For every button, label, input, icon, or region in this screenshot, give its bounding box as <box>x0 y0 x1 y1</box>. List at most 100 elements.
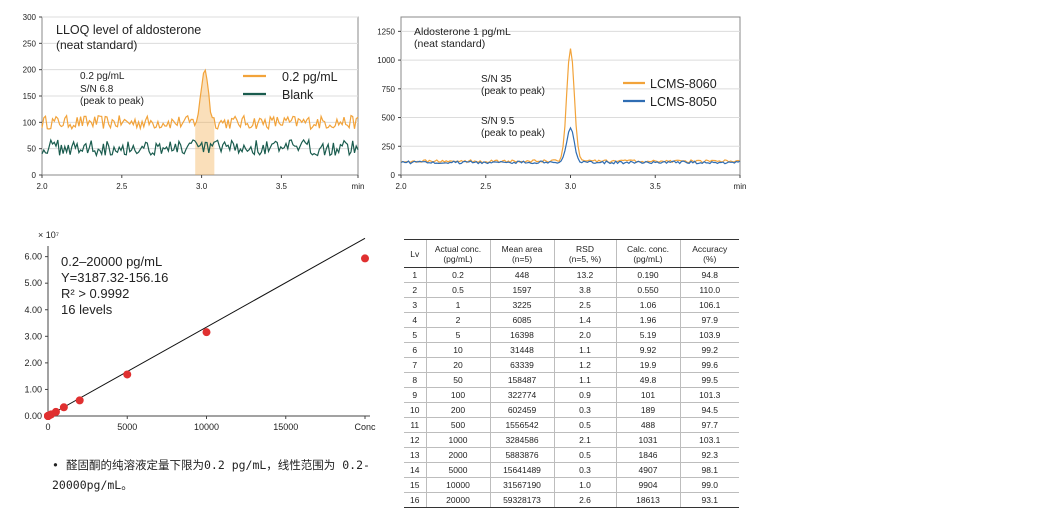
lloq-legend: 0.2 pg/mL Blank <box>243 70 338 102</box>
table-row: 8 50 158487 1.1 49.8 99.5 <box>404 372 739 388</box>
note-bullet: • <box>52 458 59 472</box>
calib-data-point <box>44 411 53 420</box>
compare-series-line <box>400 48 741 164</box>
calib-annotation-range: 0.2–20000 pg/mL <box>61 254 162 269</box>
calib-ytick-label: 6.00 <box>24 252 42 262</box>
table-cell: 98.1 <box>679 462 739 478</box>
compare-ytick-label: 250 <box>382 142 396 151</box>
table-cell: 0.3 <box>553 402 616 418</box>
table-header-row: Lv Actual conc. (pg/mL) Mean area (n=5) RSD (n… <box>404 239 739 268</box>
calib-data-point <box>44 411 53 420</box>
compare-ytick-label: 1250 <box>377 27 395 36</box>
table-header-text: RSD <box>576 243 594 254</box>
table-cell: 13.2 <box>553 267 616 283</box>
calib-xtick-label: 0 <box>45 422 50 432</box>
lloq-title: LLOQ level of aldosterone <box>56 23 201 37</box>
lloq-ytick-label: 100 <box>23 118 37 127</box>
calib-ytick-label: 2.00 <box>24 358 42 368</box>
table-cell: 103.9 <box>679 327 739 343</box>
table-cell: 488 <box>615 417 680 433</box>
lloq-legend-label-sample: 0.2 pg/mL <box>282 70 338 84</box>
compare-ytick-label: 500 <box>382 114 396 123</box>
calib-data-point <box>202 328 211 337</box>
lloq-subtitle: (neat standard) <box>56 38 137 52</box>
table-cell: 0.190 <box>615 267 680 283</box>
table-cell: 59328173 <box>489 492 554 508</box>
calib-data-point <box>361 254 369 263</box>
calib-data-point <box>45 411 54 420</box>
table-row: 10 200 602459 0.3 189 94.5 <box>404 402 739 418</box>
table-cell: 2 <box>425 312 490 328</box>
table-cell: 0.9 <box>553 387 616 403</box>
table-header-text: Accuracy <box>692 243 728 254</box>
compare-legend-label-8060: LCMS-8060 <box>650 77 717 91</box>
lloq-legend-label-blank: Blank <box>282 88 314 102</box>
table-cell: 1 <box>425 297 490 313</box>
table-cell: 106.1 <box>679 297 739 313</box>
compare-legend: LCMS-8060 LCMS-8050 <box>623 77 717 109</box>
lloq-peak-fill <box>195 70 215 175</box>
table-cell: 500 <box>425 417 490 433</box>
table-row: 9 100 322774 0.9 101 101.3 <box>404 387 739 403</box>
table-cell: 4 <box>404 312 426 328</box>
table-cell: 5 <box>404 327 426 343</box>
calib-data-point <box>44 411 53 420</box>
note-text: 醛固酮的纯溶液定量下限为0.2 pg/mL，线性范围为 0.2-20000pg/… <box>52 458 370 492</box>
calib-data-point <box>44 411 53 420</box>
table-cell: 31448 <box>489 342 554 358</box>
calib-ytick-label: 4.00 <box>24 305 42 315</box>
table-cell: 1031 <box>615 432 680 448</box>
table-cell: 18613 <box>615 492 680 508</box>
table-cell: 2.1 <box>553 432 616 448</box>
calib-data-point <box>75 396 84 405</box>
table-cell: 6085 <box>489 312 554 328</box>
table-cell: 92.3 <box>679 447 739 463</box>
table-cell: 0.3 <box>553 462 616 478</box>
calib-ytick-label: 3.00 <box>24 331 42 341</box>
table-header-text: (n=5, %) <box>568 253 602 264</box>
table-cell: 12 <box>404 432 426 448</box>
table-row: 13 2000 5883876 0.5 1846 92.3 <box>404 447 739 463</box>
summary-note: • 醛固酮的纯溶液定量下限为0.2 pg/mL，线性范围为 0.2-20000pg… <box>52 455 382 495</box>
table-cell: 1597 <box>489 282 554 298</box>
table-row: 1 0.2 448 13.2 0.190 94.8 <box>404 267 739 283</box>
table-cell: 200 <box>425 402 490 418</box>
table-header-cell: Calc. conc. (pg/mL) <box>615 239 680 268</box>
calib-data-point <box>123 370 132 379</box>
table-header-cell: Lv <box>404 239 426 268</box>
calib-data-point <box>44 411 53 420</box>
table-cell: 1.4 <box>553 312 616 328</box>
compare-annotation-sn-8050: S/N 9.5 <box>481 116 515 127</box>
table-header-text: (pg/mL) <box>633 253 663 264</box>
table-row: 6 10 31448 1.1 9.92 99.2 <box>404 342 739 358</box>
table-cell: 31567190 <box>489 477 554 493</box>
table-cell: 10 <box>425 342 490 358</box>
table-row: 5 5 16398 2.0 5.19 103.9 <box>404 327 739 343</box>
table-cell: 7 <box>404 357 426 373</box>
table-cell: 110.0 <box>679 282 739 298</box>
table-cell: 2.0 <box>553 327 616 343</box>
calib-data-point <box>59 403 68 412</box>
table-cell: 99.5 <box>679 372 739 388</box>
lloq-annotation-method: (peak to peak) <box>80 96 144 107</box>
lloq-ytick-label: 200 <box>23 66 37 75</box>
calib-xtick-label: 15000 <box>273 422 298 432</box>
table-cell: 2.6 <box>553 492 616 508</box>
table-cell: 5000 <box>425 462 490 478</box>
table-header-text: Calc. conc. <box>626 243 670 254</box>
table-header-text: Mean area <box>501 243 543 254</box>
table-cell: 9.92 <box>615 342 680 358</box>
table-cell: 1.96 <box>615 312 680 328</box>
table-cell: 0.2 <box>425 267 490 283</box>
table-cell: 93.1 <box>679 492 739 508</box>
lloq-ytick-label: 0 <box>32 171 37 180</box>
table-cell: 13 <box>404 447 426 463</box>
table-cell: 0.5 <box>425 282 490 298</box>
lloq-xtick-label: min <box>352 182 365 191</box>
table-cell: 1.0 <box>553 477 616 493</box>
lloq-annotation-conc: 0.2 pg/mL <box>80 71 125 82</box>
table-cell: 97.9 <box>679 312 739 328</box>
table-cell: 14 <box>404 462 426 478</box>
calib-fit-line <box>47 237 366 417</box>
table-row: 14 5000 15641489 0.3 4907 98.1 <box>404 462 739 478</box>
